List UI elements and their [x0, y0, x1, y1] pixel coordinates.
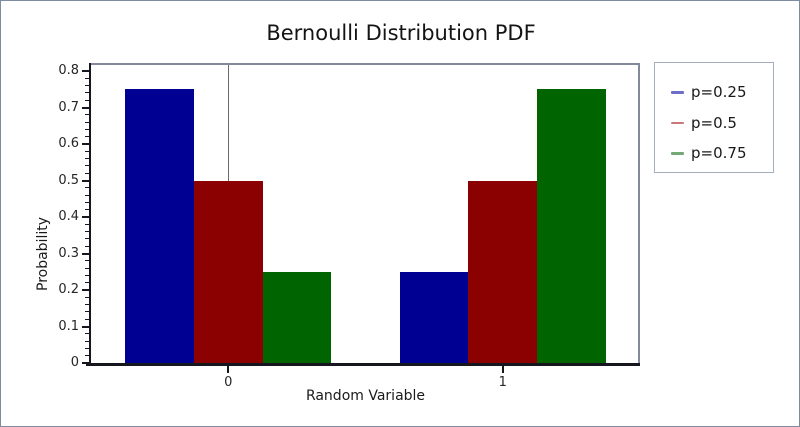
y-tick	[82, 143, 89, 145]
y-tick-label: 0.8	[58, 63, 79, 78]
y-minor-tick	[85, 187, 89, 189]
legend-label: p=0.25	[691, 83, 747, 102]
y-tick-label: 0.1	[58, 318, 79, 334]
y-tick-label: 0.4	[58, 209, 79, 224]
y-minor-tick	[85, 340, 89, 342]
bar	[262, 271, 332, 363]
y-minor-tick	[85, 194, 89, 196]
bar	[537, 89, 606, 363]
y-minor-tick	[85, 77, 89, 79]
legend-line-marker	[671, 91, 684, 94]
y-tick-label: 0.5	[58, 172, 79, 188]
legend-item: p=0.75	[671, 138, 773, 169]
y-tick	[82, 289, 89, 291]
y-tick	[82, 70, 89, 72]
y-minor-tick	[85, 311, 89, 313]
y-minor-tick	[85, 99, 89, 101]
x-tick-label: 0	[224, 375, 233, 390]
y-minor-tick	[85, 136, 89, 138]
legend-label: p=0.75	[691, 144, 747, 163]
y-tick-label: 0.2	[58, 282, 79, 297]
y-minor-tick	[85, 223, 89, 225]
y-minor-tick	[85, 150, 89, 152]
legend-label: p=0.5	[691, 113, 737, 132]
legend-item: p=0.5	[671, 108, 773, 139]
chart-title: Bernoulli Distribution PDF	[266, 21, 536, 45]
y-minor-tick	[85, 172, 89, 174]
plot-area-frame	[91, 63, 640, 363]
y-minor-tick	[85, 158, 89, 160]
y-minor-tick	[85, 347, 89, 349]
legend-item: p=0.25	[671, 77, 773, 108]
y-minor-tick	[85, 92, 89, 94]
y-tick	[82, 179, 89, 182]
y-minor-tick	[85, 238, 89, 240]
legend-line-marker	[671, 121, 684, 124]
y-minor-tick	[85, 318, 89, 320]
y-minor-tick	[85, 231, 89, 233]
x-tick-label: 1	[498, 375, 507, 390]
x-axis-label: Random Variable	[305, 388, 426, 404]
y-minor-tick	[85, 282, 89, 284]
y-minor-tick	[85, 333, 89, 335]
y-tick-label: 0	[70, 355, 79, 370]
bar	[125, 89, 194, 363]
y-minor-tick	[85, 121, 89, 123]
bar	[468, 180, 538, 363]
y-tick	[82, 362, 89, 364]
y-tick-label: 0.6	[58, 136, 79, 151]
y-tick	[82, 216, 89, 218]
y-minor-tick	[85, 304, 89, 306]
y-minor-tick	[85, 267, 89, 269]
y-tick-label: 0.7	[58, 99, 79, 115]
y-tick	[82, 252, 89, 255]
legend: p=0.25 p=0.5 p=0.75	[654, 62, 774, 173]
y-minor-tick	[85, 260, 89, 262]
y-minor-tick	[85, 165, 89, 167]
bar	[399, 271, 469, 363]
y-minor-tick	[85, 209, 89, 211]
y-tick	[82, 325, 89, 328]
x-tick	[227, 366, 230, 373]
y-minor-tick	[85, 245, 89, 247]
y-minor-tick	[85, 201, 89, 203]
x-tick	[501, 366, 504, 373]
y-minor-tick	[85, 85, 89, 87]
y-axis-label: Probability	[35, 216, 51, 291]
y-minor-tick	[85, 128, 89, 130]
y-tick	[82, 106, 89, 109]
y-axis-line	[89, 63, 91, 364]
y-minor-tick	[85, 355, 89, 357]
y-minor-tick	[85, 274, 89, 276]
y-minor-tick	[85, 296, 89, 298]
legend-line-marker	[671, 152, 684, 155]
bar	[193, 180, 263, 363]
y-minor-tick	[85, 114, 89, 116]
x-axis-line	[86, 363, 640, 366]
y-tick-label: 0.3	[58, 245, 79, 261]
